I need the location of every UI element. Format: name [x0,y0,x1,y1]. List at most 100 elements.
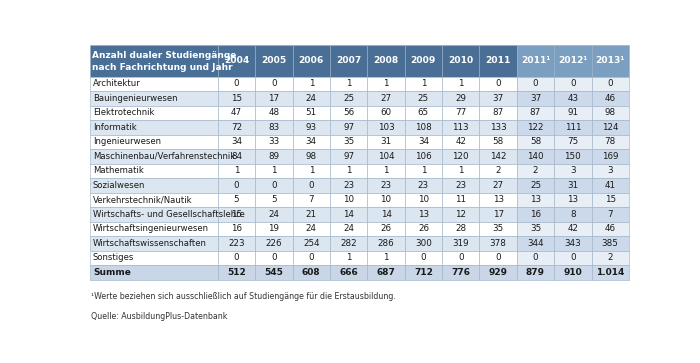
Bar [293,222,330,236]
Bar [554,91,591,106]
Text: 31: 31 [567,181,578,190]
Text: 0: 0 [496,253,501,262]
Text: 133: 133 [490,123,507,132]
Bar [90,45,218,77]
Bar [480,265,517,280]
Bar [256,149,293,164]
Text: 712: 712 [414,268,433,277]
Text: 34: 34 [418,138,429,146]
Bar [517,207,554,222]
Bar [442,178,480,193]
Text: 26: 26 [418,224,429,233]
Text: 1: 1 [234,167,239,175]
Text: 0: 0 [570,253,575,262]
Text: 0: 0 [234,181,239,190]
Bar [90,178,218,193]
Bar [256,265,293,280]
Bar [554,45,591,77]
Text: 77: 77 [455,109,466,117]
Bar [330,251,368,265]
Text: 16: 16 [231,224,242,233]
Bar [90,91,218,106]
Text: 23: 23 [418,181,429,190]
Bar [218,222,256,236]
Text: 97: 97 [343,152,354,161]
Text: 28: 28 [455,224,466,233]
Bar [368,222,405,236]
Text: 1: 1 [346,167,351,175]
Bar [368,135,405,149]
Text: 58: 58 [530,138,541,146]
Bar [405,45,442,77]
Bar [405,193,442,207]
Text: 108: 108 [415,123,432,132]
Bar [517,106,554,120]
Bar [218,120,256,135]
Bar [517,45,554,77]
Bar [293,251,330,265]
Text: 87: 87 [530,109,541,117]
Text: 0: 0 [608,79,613,89]
Text: 17: 17 [493,210,504,219]
Text: 24: 24 [306,224,317,233]
Bar [368,91,405,106]
Bar [330,207,368,222]
Bar [293,135,330,149]
Bar [368,207,405,222]
Bar [90,164,218,178]
Text: 608: 608 [302,268,321,277]
Bar [442,207,480,222]
Text: 2012¹: 2012¹ [558,56,587,65]
Text: 98: 98 [605,109,616,117]
Text: 2013¹: 2013¹ [596,56,625,65]
Text: ¹Werte beziehen sich ausschließlich auf Studiengänge für die Erstausbildung.: ¹Werte beziehen sich ausschließlich auf … [91,292,396,301]
Text: nach Fachrichtung und Jahr: nach Fachrichtung und Jahr [92,63,233,72]
Bar [554,265,591,280]
Bar [218,106,256,120]
Bar [218,164,256,178]
Text: 0: 0 [234,253,239,262]
Text: 0: 0 [271,253,277,262]
Text: 14: 14 [381,210,391,219]
Text: 33: 33 [268,138,279,146]
Bar [218,149,256,164]
Text: 23: 23 [343,181,354,190]
Text: 879: 879 [526,268,545,277]
Text: 25: 25 [343,94,354,103]
Bar [442,265,480,280]
Text: 150: 150 [564,152,581,161]
Text: 29: 29 [455,94,466,103]
Bar [442,236,480,251]
Text: 37: 37 [493,94,504,103]
Bar [405,251,442,265]
Text: 75: 75 [567,138,578,146]
Text: 8: 8 [570,210,575,219]
Bar [293,265,330,280]
Bar [90,222,218,236]
Bar [592,236,629,251]
Bar [554,149,591,164]
Text: 42: 42 [455,138,466,146]
Text: 169: 169 [602,152,619,161]
Bar [592,45,629,77]
Text: 35: 35 [343,138,354,146]
Bar [517,265,554,280]
Text: 1: 1 [309,79,314,89]
Bar [256,120,293,135]
Bar [218,265,256,280]
Bar [405,164,442,178]
Bar [554,207,591,222]
Text: 104: 104 [378,152,394,161]
Bar [293,193,330,207]
Bar [480,193,517,207]
Bar [218,45,256,77]
Bar [293,91,330,106]
Text: 46: 46 [605,224,616,233]
Text: Wirtschaftswissenschaften: Wirtschaftswissenschaften [93,239,206,248]
Bar [592,193,629,207]
Bar [218,236,256,251]
Bar [442,251,480,265]
Bar [330,178,368,193]
Bar [368,236,405,251]
Text: 1: 1 [458,79,463,89]
